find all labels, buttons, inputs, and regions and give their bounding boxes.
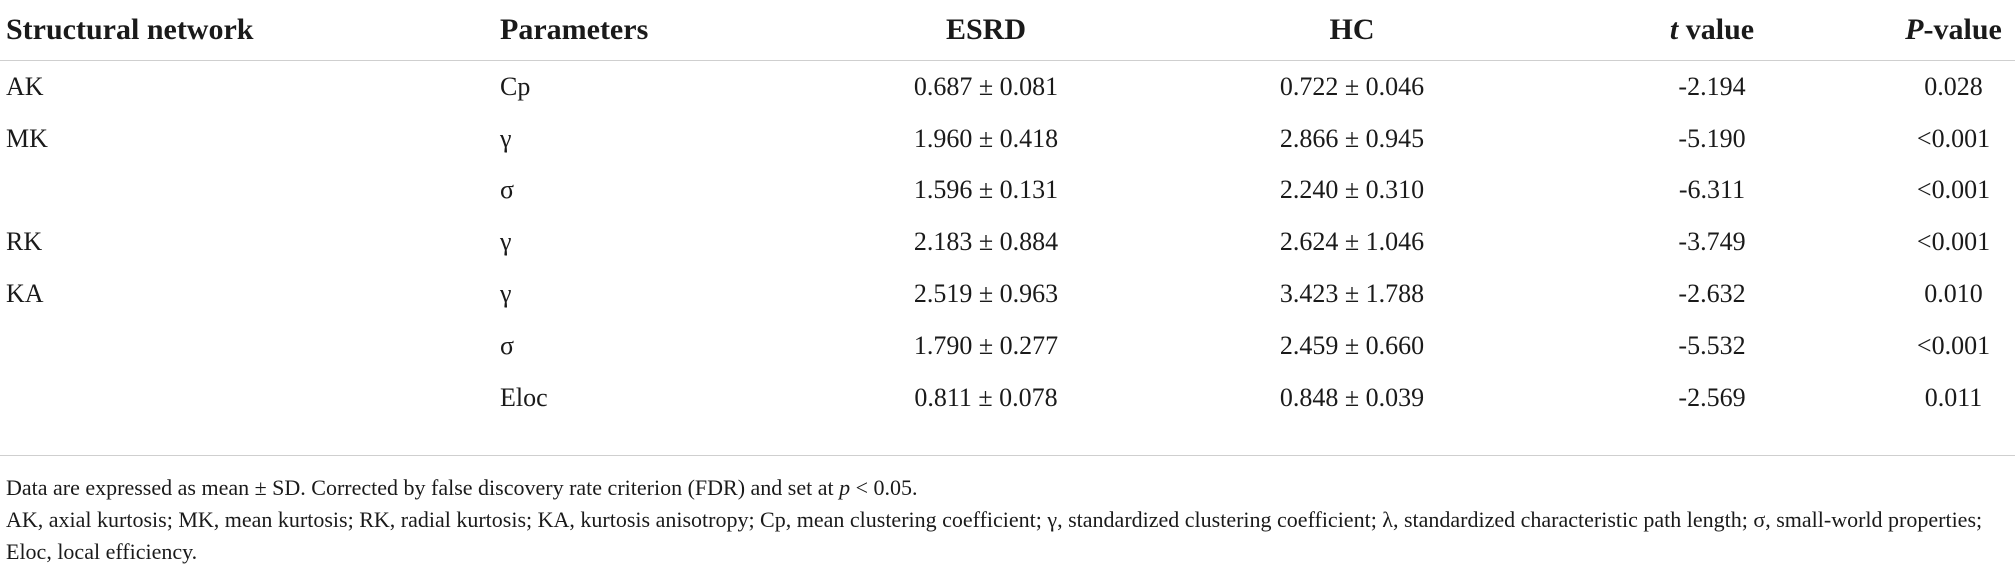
header-parameters: Parameters	[500, 0, 800, 61]
cell-parameter: γ	[500, 227, 512, 257]
cell-hc: 2.459 ± 0.660	[1279, 330, 1425, 360]
footnote-data-note: Data are expressed as mean ± SD. Correct…	[6, 472, 2006, 504]
cell-t-value: -5.190	[1678, 123, 1746, 153]
header-esrd: ESRD	[800, 0, 1172, 61]
cell-p-value: 0.011	[1924, 382, 1983, 412]
cell-t-value: -2.569	[1678, 382, 1746, 412]
footnote-line1-suffix: < 0.05.	[850, 475, 918, 500]
cell-hc: 2.240 ± 0.310	[1279, 175, 1425, 205]
cell-network	[0, 165, 500, 217]
footnote-abbreviations: AK, axial kurtosis; MK, mean kurtosis; R…	[6, 507, 1983, 564]
cell-t-value: -3.749	[1678, 227, 1746, 257]
table-row: KA γ 2.519 ± 0.963 3.423 ± 1.788 -2.632 …	[0, 268, 2015, 320]
cell-parameter: σ	[500, 175, 515, 205]
table-row: AK Cp 0.687 ± 0.081 0.722 ± 0.046 -2.194…	[0, 61, 2015, 113]
header-p-italic: P	[1905, 13, 1924, 46]
header-p-value: P-value	[1892, 0, 2015, 61]
header-t-value: t value	[1532, 0, 1892, 61]
cell-p-value: <0.001	[1916, 123, 1991, 153]
cell-t-value: -6.311	[1678, 175, 1746, 205]
cell-parameter: Cp	[500, 71, 531, 101]
header-row: Structural network Parameters ESRD HC t …	[0, 0, 2015, 61]
cell-t-value: -2.632	[1678, 279, 1746, 309]
cell-network: MK	[6, 123, 48, 153]
table-row: σ 1.596 ± 0.131 2.240 ± 0.310 -6.311 <0.…	[0, 165, 2015, 217]
cell-network: KA	[6, 279, 44, 309]
cell-p-value: <0.001	[1916, 227, 1991, 257]
cell-parameter: γ	[500, 123, 512, 153]
results-table: Structural network Parameters ESRD HC t …	[0, 0, 2015, 424]
table-row: Eloc 0.811 ± 0.078 0.848 ± 0.039 -2.569 …	[0, 372, 2015, 424]
cell-parameter: σ	[500, 330, 515, 360]
cell-esrd: 0.811 ± 0.078	[914, 382, 1058, 412]
footnote-line1-prefix: Data are expressed as mean ± SD. Correct…	[6, 475, 840, 500]
table-row: σ 1.790 ± 0.277 2.459 ± 0.660 -5.532 <0.…	[0, 320, 2015, 372]
cell-esrd: 1.596 ± 0.131	[913, 175, 1059, 205]
cell-hc: 0.722 ± 0.046	[1279, 71, 1425, 101]
cell-network: RK	[6, 227, 43, 257]
cell-esrd: 2.183 ± 0.884	[913, 227, 1059, 257]
cell-esrd: 2.519 ± 0.963	[913, 279, 1059, 309]
cell-network	[0, 372, 500, 424]
cell-hc: 0.848 ± 0.039	[1279, 382, 1425, 412]
cell-parameter: Eloc	[500, 382, 548, 412]
header-hc: HC	[1172, 0, 1532, 61]
cell-esrd: 0.687 ± 0.081	[913, 71, 1059, 101]
cell-t-value: -5.532	[1678, 330, 1746, 360]
cell-network	[0, 320, 500, 372]
footnote-line1-italic: p	[839, 475, 851, 500]
cell-network: AK	[6, 71, 44, 101]
header-structural-network: Structural network	[0, 0, 500, 61]
cell-p-value: 0.028	[1924, 71, 1983, 101]
cell-esrd: 1.790 ± 0.277	[913, 330, 1059, 360]
cell-t-value: -2.194	[1678, 71, 1746, 101]
cell-esrd: 1.960 ± 0.418	[913, 123, 1059, 153]
table-footnotes: Data are expressed as mean ± SD. Correct…	[6, 472, 2006, 568]
cell-p-value: 0.010	[1924, 279, 1983, 309]
table-row: MK γ 1.960 ± 0.418 2.866 ± 0.945 -5.190 …	[0, 113, 2015, 165]
cell-hc: 2.866 ± 0.945	[1279, 123, 1425, 153]
table-bottom-divider	[0, 455, 2015, 456]
cell-parameter: γ	[500, 279, 512, 309]
header-p-rest: -value	[1923, 13, 2002, 46]
cell-p-value: <0.001	[1916, 175, 1991, 205]
cell-p-value: <0.001	[1916, 330, 1991, 360]
cell-hc: 2.624 ± 1.046	[1279, 227, 1425, 257]
header-t-rest: value	[1678, 13, 1755, 46]
cell-hc: 3.423 ± 1.788	[1279, 279, 1425, 309]
table-row: RK γ 2.183 ± 0.884 2.624 ± 1.046 -3.749 …	[0, 216, 2015, 268]
header-t-italic: t	[1669, 13, 1679, 46]
